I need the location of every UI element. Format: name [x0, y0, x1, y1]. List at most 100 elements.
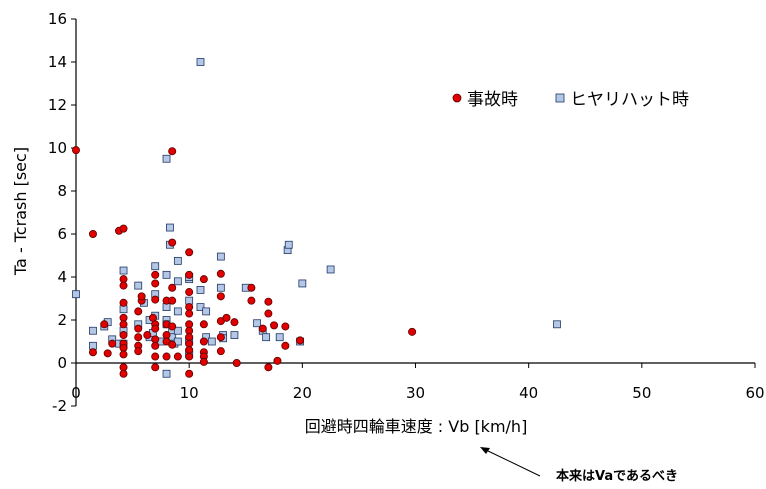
accident-point	[216, 333, 225, 342]
data-points	[72, 58, 561, 378]
accident-point	[408, 327, 417, 336]
accident-point	[143, 331, 152, 340]
accident-point	[134, 307, 143, 316]
near-miss-point	[151, 262, 160, 271]
accident-point	[119, 369, 128, 378]
accident-point	[168, 238, 177, 247]
near-miss-point	[230, 331, 239, 339]
accident-point	[134, 333, 143, 342]
near-miss-point	[89, 341, 97, 350]
near-miss-point	[326, 265, 335, 274]
y-tick-label: 14	[48, 53, 67, 71]
accident-point	[151, 341, 160, 350]
x-tick-label: 50	[632, 384, 651, 402]
legend-marker-accident	[452, 93, 462, 103]
accident-point	[232, 358, 241, 367]
accident-point	[162, 352, 171, 361]
accident-point	[273, 356, 282, 365]
x-axis-label: 回避時四輪車速度 : Vb [km/h]	[305, 417, 528, 436]
accident-point	[247, 296, 256, 305]
accident-point	[173, 352, 182, 361]
y-tick-label: 0	[57, 354, 67, 372]
accident-point	[199, 275, 208, 284]
accident-point	[185, 309, 194, 318]
accident-point	[185, 369, 194, 378]
accident-point	[230, 318, 239, 327]
y-tick-label: 12	[48, 96, 67, 114]
legend-marker-near-miss	[555, 93, 565, 103]
accident-point	[199, 357, 208, 366]
accident-point	[185, 288, 194, 297]
y-tick-label: 6	[57, 225, 67, 243]
near-miss-point	[119, 266, 128, 275]
accident-point	[264, 363, 273, 372]
accident-point	[151, 352, 160, 361]
accident-point	[168, 322, 177, 331]
near-miss-point	[196, 285, 205, 294]
annotation: 本来はVaであるべき	[480, 447, 678, 484]
accident-point	[270, 321, 279, 330]
accident-point	[168, 340, 177, 349]
x-tick-label: 30	[406, 384, 425, 402]
near-miss-point	[553, 320, 561, 329]
x-tick-label: 0	[71, 384, 81, 402]
near-miss-point	[162, 154, 171, 163]
accident-point	[281, 341, 290, 350]
accident-point	[119, 224, 128, 233]
accident-point	[134, 324, 143, 333]
near-miss-point	[253, 319, 261, 328]
near-miss-point	[134, 281, 143, 290]
accident-point	[151, 279, 160, 288]
accident-point	[185, 352, 194, 361]
near-miss-point	[173, 277, 182, 286]
accident-point	[103, 349, 112, 358]
accident-point	[222, 313, 231, 322]
near-miss-point	[284, 240, 293, 249]
near-miss-point	[196, 58, 205, 66]
accident-point	[168, 283, 177, 292]
annotation-text: 本来はVaであるべき	[556, 468, 678, 484]
accident-point	[119, 281, 128, 290]
y-tick-label: 16	[48, 10, 67, 28]
near-miss-point	[207, 337, 216, 346]
x-tick-label: 20	[293, 384, 312, 402]
accident-point	[216, 269, 225, 278]
near-miss-point	[196, 303, 205, 312]
accident-point	[168, 296, 177, 305]
legend: 事故時 ヒヤリハット時	[452, 90, 689, 110]
y-tick-label: 10	[48, 139, 67, 157]
near-miss-point	[166, 223, 174, 232]
y-tick-label: 4	[57, 268, 67, 286]
accident-point	[151, 270, 160, 279]
x-tick-label: 60	[745, 384, 764, 402]
near-miss-point	[89, 326, 97, 335]
accident-point	[151, 324, 160, 333]
near-miss-point	[162, 303, 171, 312]
accident-point	[264, 297, 273, 306]
legend-label-near-miss: ヒヤリハット時	[570, 90, 689, 110]
near-miss-point	[173, 307, 182, 316]
legend-label-accident: 事故時	[467, 90, 518, 110]
near-miss-point	[185, 296, 194, 305]
accident-point	[108, 339, 117, 348]
near-miss-point	[173, 326, 182, 335]
plot-area	[71, 18, 756, 407]
accident-point	[168, 147, 177, 156]
accident-point	[88, 348, 97, 357]
annotation-arrow-head	[480, 447, 490, 454]
accident-point	[258, 324, 267, 333]
accident-point	[151, 295, 160, 304]
accident-point	[199, 337, 208, 346]
near-miss-point	[298, 279, 307, 288]
accident-point	[216, 292, 225, 301]
y-axis-label: Ta - Tcrash [sec]	[11, 147, 30, 276]
accident-point	[216, 347, 225, 356]
accident-point	[119, 320, 128, 329]
near-miss-point	[162, 270, 171, 279]
x-tick-label: 40	[519, 384, 538, 402]
near-miss-point	[216, 283, 225, 292]
accident-point	[119, 298, 128, 307]
x-tick-label: 10	[180, 384, 199, 402]
